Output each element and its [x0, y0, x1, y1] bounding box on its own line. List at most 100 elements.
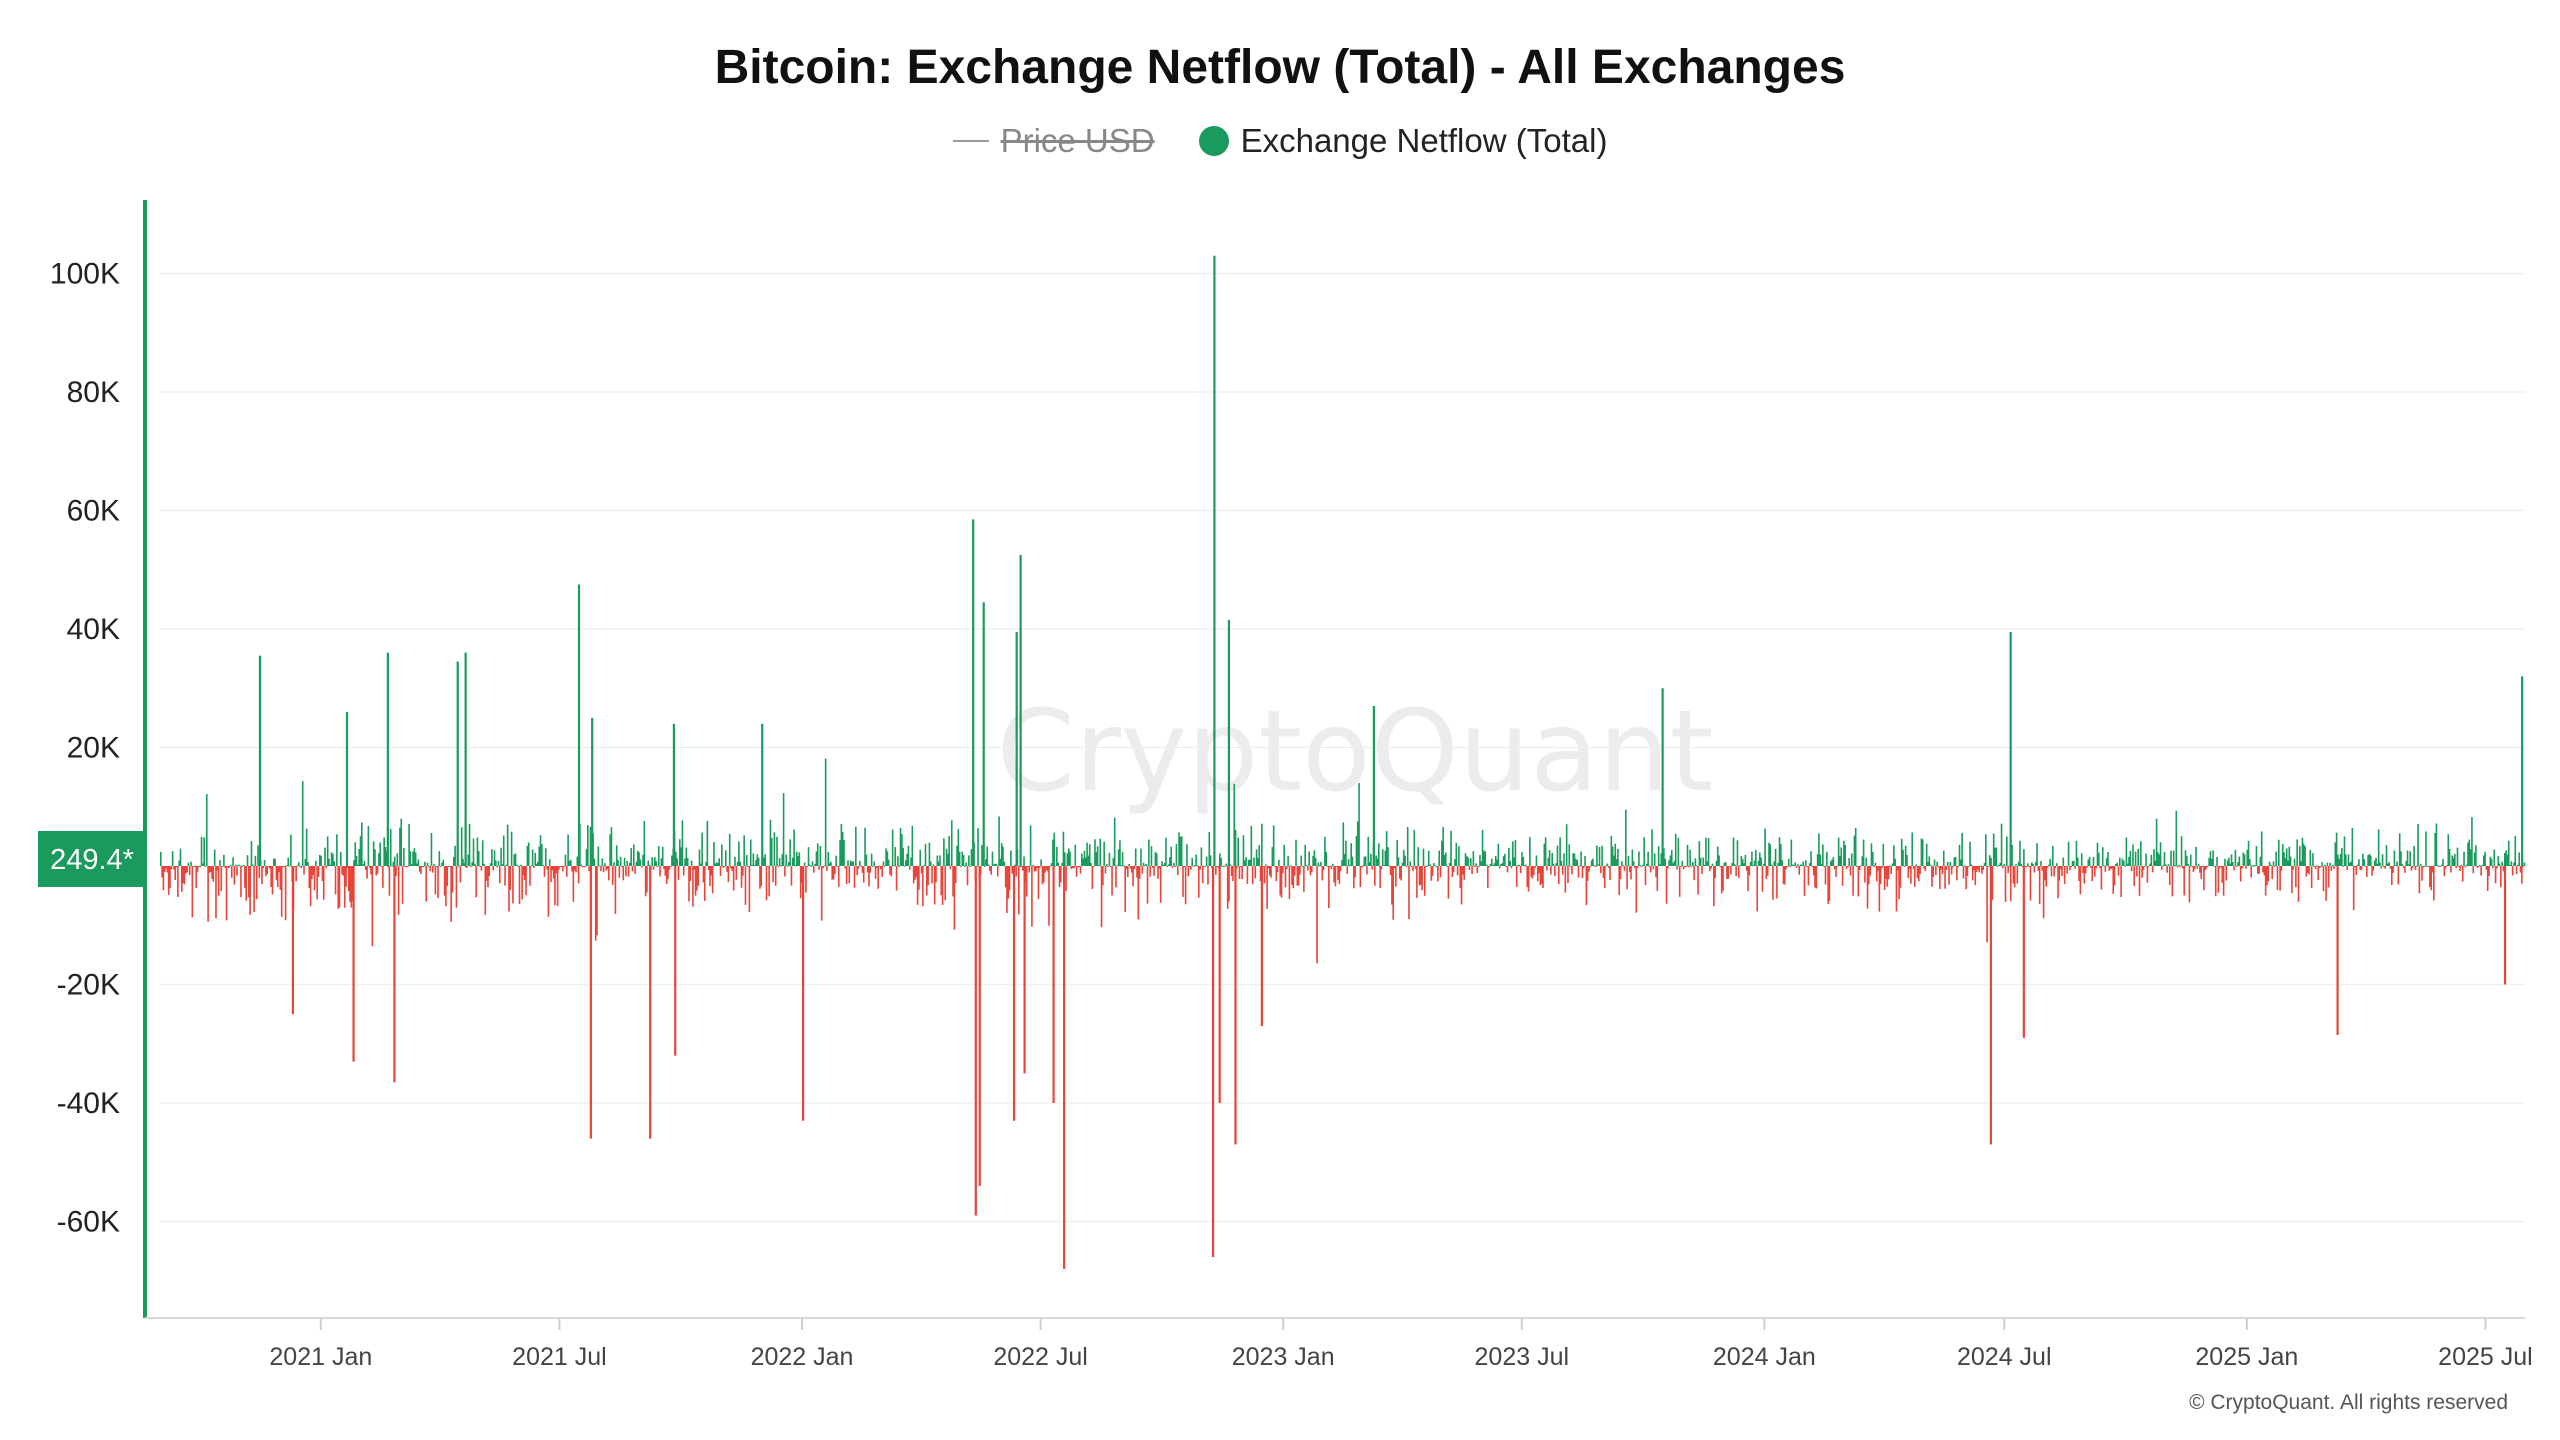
netflow-bar	[1385, 831, 1388, 866]
netflow-bar	[2092, 857, 2095, 866]
netflow-bar	[1774, 848, 1777, 866]
netflow-bar	[721, 844, 723, 866]
netflow-bar	[2379, 862, 2381, 866]
netflow-bar-peak	[1234, 866, 1237, 1145]
netflow-bar	[1266, 866, 1268, 910]
netflow-bar	[1889, 865, 1891, 867]
netflow-bar	[1962, 866, 1965, 879]
netflow-bar	[1659, 864, 1661, 866]
netflow-bar	[512, 866, 514, 904]
netflow-bar	[1397, 857, 1400, 866]
netflow-bar	[279, 866, 282, 890]
netflow-bar	[2002, 866, 2004, 869]
netflow-bar	[1868, 866, 1870, 885]
netflow-bar	[2425, 831, 2427, 866]
x-tick-label: 2024 Jan	[1713, 1343, 1816, 1371]
netflow-bar	[2467, 842, 2469, 866]
netflow-bar	[2321, 862, 2323, 866]
netflow-bar	[1982, 866, 1984, 870]
netflow-bar	[770, 837, 773, 866]
netflow-bar	[2405, 860, 2408, 866]
netflow-bar	[1702, 857, 1705, 866]
netflow-bar	[2450, 866, 2452, 873]
netflow-bar	[1154, 852, 1157, 866]
netflow-bar	[740, 866, 743, 888]
netflow-bar	[1081, 853, 1083, 866]
netflow-bar	[1703, 864, 1706, 866]
netflow-bar	[1279, 866, 1282, 896]
netflow-bar	[1609, 866, 1611, 880]
netflow-bar	[1404, 855, 1406, 866]
netflow-bar	[1715, 860, 1718, 866]
netflow-bar	[2376, 863, 2379, 866]
netflow-bar	[698, 849, 701, 866]
netflow-bar	[1741, 859, 1744, 866]
netflow-bar	[1020, 866, 1023, 867]
netflow-bar	[1649, 866, 1652, 873]
netflow-bar	[2218, 866, 2221, 869]
netflow-bar-peak	[1260, 866, 1263, 1026]
netflow-bar-peak	[464, 652, 467, 866]
netflow-bar	[1753, 860, 1756, 866]
netflow-bar	[2401, 864, 2404, 866]
netflow-bar	[1508, 847, 1510, 866]
legend-item-exchange-netflow[interactable]: Exchange Netflow (Total)	[1198, 122, 1607, 160]
netflow-bar	[453, 856, 455, 866]
netflow-bar	[1988, 855, 1991, 866]
netflow-bar	[349, 866, 351, 902]
netflow-bar	[2221, 866, 2224, 883]
netflow-bar	[2023, 849, 2025, 866]
netflow-bar	[182, 866, 184, 883]
netflow-bar	[1242, 835, 1245, 866]
netflow-bar	[815, 851, 818, 866]
netflow-bar	[1586, 866, 1589, 881]
netflow-bar	[2130, 866, 2133, 872]
netflow-bar	[1565, 824, 1568, 866]
netflow-bar	[294, 866, 296, 867]
netflow-bar	[811, 861, 814, 866]
netflow-bar-peak	[386, 652, 389, 866]
netflow-bar	[186, 866, 188, 873]
netflow-bar	[1515, 866, 1518, 887]
netflow-bar	[652, 866, 655, 870]
netflow-bar	[1632, 861, 1635, 866]
netflow-bar	[2314, 866, 2317, 870]
netflow-bar	[2247, 840, 2250, 866]
netflow-bar	[458, 865, 460, 867]
netflow-bar	[283, 866, 286, 867]
netflow-bar	[1222, 865, 1225, 867]
netflow-bar	[1919, 866, 1921, 875]
netflow-bar	[675, 851, 677, 866]
netflow-bar-peak	[982, 602, 985, 866]
netflow-bar	[1939, 866, 1941, 890]
netflow-bar	[325, 866, 328, 869]
netflow-bar	[188, 866, 191, 876]
netflow-bar	[347, 866, 350, 892]
netflow-bar	[2347, 854, 2350, 866]
netflow-bar	[639, 859, 642, 866]
netflow-bar	[994, 863, 996, 866]
netflow-bar	[618, 866, 621, 878]
netflow-bar	[2272, 861, 2275, 866]
netflow-bar-peak	[577, 584, 581, 866]
netflow-bar	[826, 866, 828, 872]
netflow-bar	[1663, 848, 1665, 866]
netflow-bar	[1460, 866, 1463, 905]
netflow-bar	[1157, 866, 1159, 879]
netflow-bar	[663, 866, 665, 870]
netflow-bar	[1476, 866, 1479, 873]
netflow-bar	[1685, 866, 1688, 867]
netflow-bar	[481, 840, 484, 866]
netflow-bar	[2477, 866, 2480, 867]
netflow-bar	[2230, 854, 2233, 866]
netflow-bar	[2062, 857, 2065, 866]
netflow-bar	[2517, 864, 2519, 866]
netflow-bar	[1743, 863, 1745, 866]
netflow-bar	[588, 866, 590, 872]
x-tick-label: 2025 Jan	[2195, 1343, 2298, 1371]
netflow-bar	[2176, 866, 2179, 868]
netflow-bar	[936, 855, 939, 866]
legend-item-price-usd[interactable]: Price USD	[952, 122, 1155, 160]
